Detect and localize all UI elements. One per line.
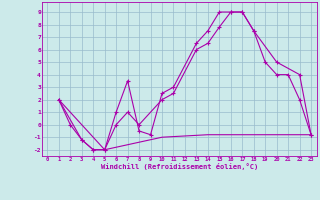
X-axis label: Windchill (Refroidissement éolien,°C): Windchill (Refroidissement éolien,°C): [100, 163, 258, 170]
